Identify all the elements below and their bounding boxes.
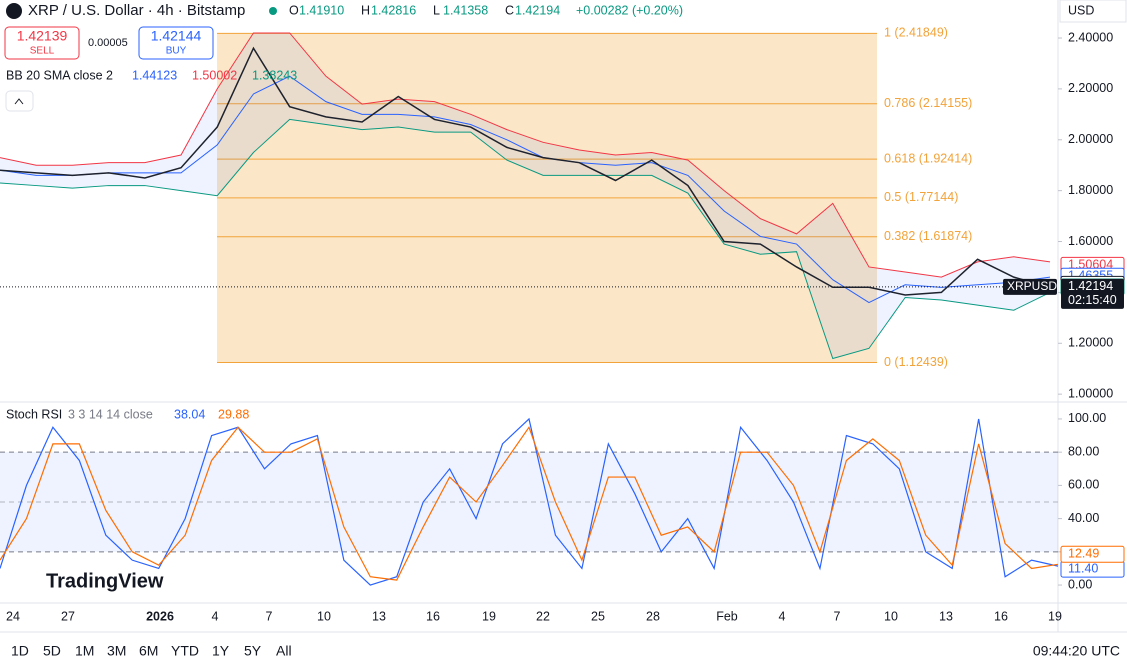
ohlc-value: 1.42816 bbox=[371, 3, 416, 17]
fib-label: 0.382 (1.61874) bbox=[884, 229, 972, 243]
price-lower bbox=[0, 118, 1051, 360]
range-button[interactable]: 5D bbox=[43, 643, 61, 659]
fib-label: 0.5 (1.77144) bbox=[884, 190, 958, 204]
range-button[interactable]: All bbox=[276, 643, 292, 659]
ohlc-key: L bbox=[433, 3, 440, 17]
collapse-icon bbox=[14, 98, 24, 105]
buy-label: BUY bbox=[166, 46, 187, 57]
sell-price: 1.42139 bbox=[17, 28, 68, 44]
ohlc-key: H bbox=[361, 3, 370, 17]
watermark: TradingView bbox=[46, 570, 164, 592]
range-button[interactable]: 6M bbox=[139, 643, 158, 659]
fib-label: 1 (2.41849) bbox=[884, 26, 948, 40]
spread: 0.00005 bbox=[88, 37, 128, 49]
x-tick-label: 13 bbox=[939, 609, 953, 623]
ohlc-value: 1.41358 bbox=[443, 3, 488, 17]
indicator-name: BB 20 SMA close 2 bbox=[6, 68, 113, 82]
range-button[interactable]: 1D bbox=[11, 643, 29, 659]
stoch-d: 29.88 bbox=[218, 407, 249, 421]
last-price: 1.42194 bbox=[1068, 279, 1113, 293]
x-tick-label: 2026 bbox=[146, 609, 174, 623]
x-tick-label: 10 bbox=[884, 609, 898, 623]
range-button[interactable]: 5Y bbox=[244, 643, 262, 659]
x-tick-label: 7 bbox=[266, 609, 273, 623]
price-basis bbox=[0, 75, 1051, 304]
ohlc-value: 1.42194 bbox=[515, 3, 560, 17]
collapse-button[interactable] bbox=[5, 90, 34, 112]
x-tick-label: 22 bbox=[536, 609, 550, 623]
x-tick-label: 7 bbox=[834, 609, 841, 623]
x-tick-label: Feb bbox=[716, 609, 738, 623]
x-tick-label: 19 bbox=[1048, 609, 1062, 623]
stoch-label-box bbox=[1060, 545, 1125, 563]
sell-label: SELL bbox=[30, 46, 55, 57]
currency: USD bbox=[1068, 3, 1094, 17]
x-tick-label: 25 bbox=[591, 609, 605, 623]
x-tick-label: 16 bbox=[994, 609, 1008, 623]
x-tick-label: 4 bbox=[779, 609, 786, 623]
currency-box[interactable] bbox=[1059, 0, 1127, 23]
fib-label: 0.618 (1.92414) bbox=[884, 151, 972, 165]
stoch-k: 38.04 bbox=[174, 407, 205, 421]
x-tick-label: 19 bbox=[482, 609, 496, 623]
bb-fill bbox=[0, 32, 1050, 359]
fib-label: 0 (1.12439) bbox=[884, 355, 948, 369]
range-button[interactable]: 1Y bbox=[212, 643, 230, 659]
change: +0.00282 (+0.20%) bbox=[576, 3, 683, 17]
stoch-params: 3 3 14 14 close bbox=[68, 407, 153, 421]
sell-box[interactable] bbox=[4, 26, 80, 60]
range-button[interactable]: 3M bbox=[107, 643, 126, 659]
symbol: XRP / U.S. Dollar · 4h · Bitstamp bbox=[28, 2, 245, 19]
ohlc-value: 1.41910 bbox=[299, 3, 344, 17]
stoch-K bbox=[0, 417, 1059, 586]
x-tick-label: 16 bbox=[426, 609, 440, 623]
y-tick-label: 1.20000 bbox=[1068, 336, 1113, 350]
logo bbox=[6, 3, 22, 19]
last-box bbox=[1003, 278, 1057, 295]
stoch-value-label: 12.49 bbox=[1068, 547, 1099, 561]
ohlc-key: O bbox=[289, 3, 299, 17]
y-tick-label: 1.80000 bbox=[1068, 183, 1113, 197]
x-tick-label: 27 bbox=[61, 609, 75, 623]
last-symbol: XRPUSD bbox=[1007, 279, 1057, 293]
fib-label: 0.786 (2.14155) bbox=[884, 96, 972, 110]
x-tick-label: 4 bbox=[212, 609, 219, 623]
y-tick-label: 2.20000 bbox=[1068, 81, 1113, 95]
stoch-D bbox=[0, 425, 1059, 581]
stoch-tick-label: 100.00 bbox=[1068, 411, 1106, 425]
stoch-tick-label: 80.00 bbox=[1068, 444, 1099, 458]
last-price-box bbox=[1061, 278, 1124, 309]
x-tick-label: 13 bbox=[372, 609, 386, 623]
x-tick-label: 28 bbox=[646, 609, 660, 623]
stoch-title: Stoch RSI bbox=[6, 407, 62, 421]
indicator-value: 1.50002 bbox=[192, 68, 237, 82]
buy-price: 1.42144 bbox=[151, 28, 202, 44]
stoch-tick-label: 40.00 bbox=[1068, 511, 1099, 525]
y-tick-label: 1.00000 bbox=[1068, 386, 1113, 400]
range-button[interactable]: YTD bbox=[171, 643, 199, 659]
stoch-tick-label: 0.00 bbox=[1068, 577, 1092, 591]
ohlc-key: C bbox=[505, 3, 514, 17]
buy-box[interactable] bbox=[138, 26, 214, 60]
x-tick-label: 24 bbox=[6, 609, 20, 623]
countdown: 02:15:40 bbox=[1068, 293, 1117, 307]
price-close bbox=[0, 46, 1051, 296]
x-tick-label: 10 bbox=[317, 609, 331, 623]
stoch-band bbox=[0, 452, 1058, 552]
range-button[interactable]: 1M bbox=[75, 643, 94, 659]
y-tick-label: 1.60000 bbox=[1068, 234, 1113, 248]
stoch-value-label: 11.40 bbox=[1068, 561, 1098, 575]
indicator-value: 1.38243 bbox=[252, 68, 297, 82]
y-tick-label: 2.00000 bbox=[1068, 132, 1113, 146]
clock: 09:44:20 UTC bbox=[1033, 643, 1120, 659]
y-tick-label: 2.40000 bbox=[1068, 30, 1113, 44]
status bbox=[269, 7, 277, 15]
stoch-tick-label: 60.00 bbox=[1068, 478, 1099, 492]
price-upper bbox=[0, 32, 1051, 278]
indicator-value: 1.44123 bbox=[132, 68, 177, 82]
